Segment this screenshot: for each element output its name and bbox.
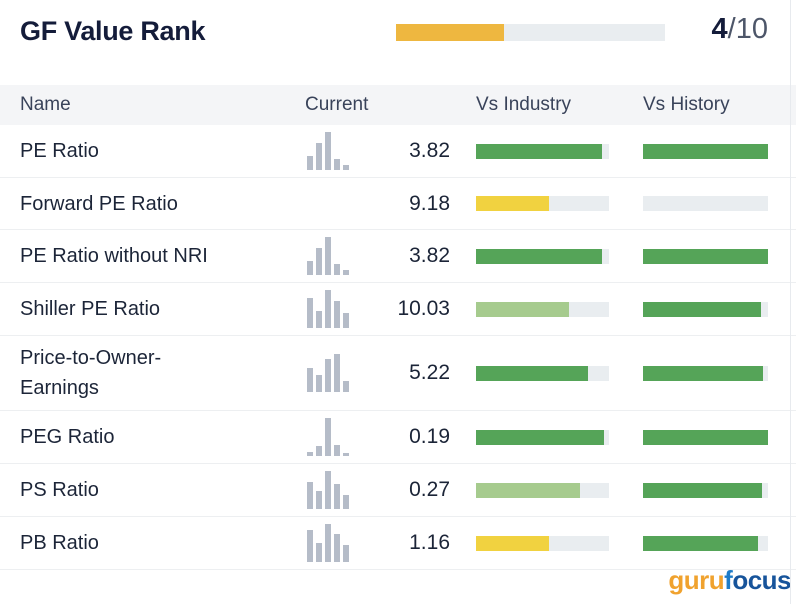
rank-progress-bar [396, 24, 665, 41]
logo-f-text: f [724, 565, 733, 595]
metric-name[interactable]: PE Ratio [20, 140, 99, 162]
vs-history-fill [643, 535, 758, 551]
column-header-current: Current [305, 94, 369, 115]
histogram-icon[interactable] [307, 290, 349, 328]
column-header-name: Name [20, 94, 71, 115]
vs-industry-fill [476, 535, 550, 551]
column-header-vs-history: Vs History [643, 94, 730, 115]
table-row: PS Ratio 0.27 [0, 464, 796, 517]
column-header-vs-industry: Vs Industry [476, 94, 572, 115]
panel-right-border [790, 0, 791, 604]
vs-industry-fill [476, 365, 588, 381]
vs-industry-fill [476, 248, 603, 264]
vs-history-bar [643, 143, 768, 159]
vs-industry-fill [476, 482, 580, 498]
gurufocus-logo: gurufocus [668, 565, 791, 596]
vs-history-bar [643, 196, 768, 211]
metric-name[interactable]: PEG Ratio [20, 426, 115, 448]
metric-value: 5.22 [409, 361, 450, 384]
vs-history-fill [643, 365, 763, 381]
vs-industry-fill [476, 196, 550, 211]
table-row: PEG Ratio 0.19 [0, 411, 796, 464]
vs-history-bar [643, 365, 768, 381]
histogram-icon[interactable] [307, 524, 349, 562]
metric-value: 3.82 [409, 139, 450, 162]
histogram-icon[interactable] [307, 471, 349, 509]
vs-history-fill [643, 301, 761, 317]
vs-industry-bar [476, 196, 609, 211]
metric-name[interactable]: PE Ratio without NRI [20, 245, 208, 267]
vs-industry-fill [476, 301, 570, 317]
logo-guru-text: guru [668, 565, 725, 595]
metric-name[interactable]: PS Ratio [20, 479, 99, 501]
vs-history-fill [643, 482, 762, 498]
vs-industry-bar [476, 143, 609, 159]
metric-value: 9.18 [409, 191, 450, 215]
rank-score: 4/10 [712, 13, 768, 46]
vs-history-bar [643, 429, 768, 445]
histogram-icon[interactable] [307, 418, 349, 456]
vs-history-fill [643, 248, 768, 264]
logo-ocus-text: ocus [732, 565, 791, 595]
metric-name[interactable]: Shiller PE Ratio [20, 298, 161, 320]
metric-name[interactable]: Price-to-Owner-Earnings [20, 347, 162, 399]
metric-value: 3.82 [409, 244, 450, 267]
table-header-row: Name Current Vs Industry Vs History [0, 85, 796, 125]
rank-score-value: 4 [711, 13, 728, 45]
table-row: PE Ratio 3.82 [0, 125, 796, 178]
vs-industry-bar [476, 301, 609, 317]
metric-value: 1.16 [409, 531, 450, 554]
table-row: Price-to-Owner-Earnings 5.22 [0, 336, 796, 411]
vs-industry-fill [476, 429, 604, 445]
vs-history-bar [643, 248, 768, 264]
vs-industry-bar [476, 482, 609, 498]
table-row: Forward PE Ratio 9.18 [0, 178, 796, 230]
panel-title: GF Value Rank [20, 16, 206, 46]
table-row: PB Ratio 1.16 [0, 517, 796, 570]
rank-progress-fill [396, 24, 504, 41]
vs-history-bar [643, 535, 768, 551]
table-row: Shiller PE Ratio 10.03 [0, 283, 796, 336]
vs-history-bar [643, 301, 768, 317]
vs-industry-bar [476, 535, 609, 551]
histogram-icon[interactable] [307, 237, 349, 275]
vs-industry-bar [476, 429, 609, 445]
table-body: PE Ratio 3.82 Forward PE Ratio 9.18 PE R… [0, 125, 796, 570]
vs-industry-bar [476, 365, 609, 381]
table-row: PE Ratio without NRI 3.82 [0, 230, 796, 283]
vs-industry-bar [476, 248, 609, 264]
vs-history-fill [643, 143, 768, 159]
metric-value: 0.27 [409, 478, 450, 501]
metric-value: 0.19 [409, 425, 450, 448]
vs-history-fill [643, 429, 768, 445]
panel-header: GF Value Rank 4/10 [0, 0, 796, 85]
histogram-icon[interactable] [307, 354, 349, 392]
metric-value: 10.03 [397, 297, 450, 320]
vs-industry-fill [476, 143, 603, 159]
metric-name[interactable]: PB Ratio [20, 532, 99, 554]
histogram-icon[interactable] [307, 132, 349, 170]
rank-score-max: /10 [727, 13, 768, 45]
vs-history-bar [643, 482, 768, 498]
metric-name[interactable]: Forward PE Ratio [20, 192, 178, 215]
